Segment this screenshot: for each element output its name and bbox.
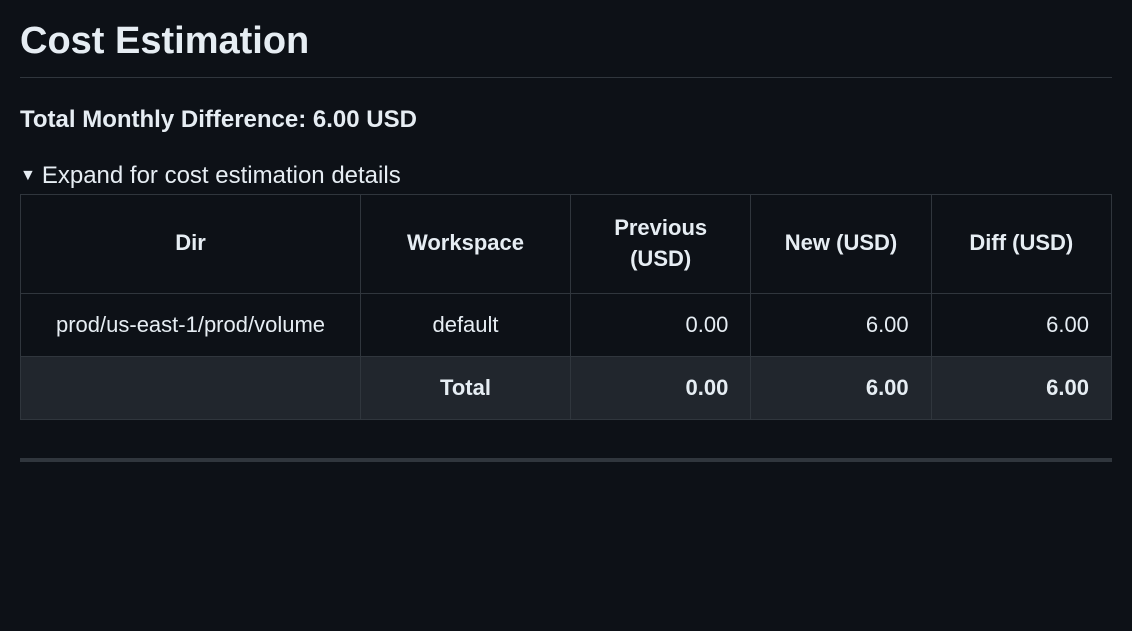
cell-diff: 6.00 [931,293,1111,356]
cell-total-new: 6.00 [751,356,931,419]
col-header-dir: Dir [21,195,361,294]
cell-dir: prod/us-east-1/prod/volume [21,293,361,356]
cell-total-label: Total [361,356,571,419]
table-header-row: Dir Workspace Previous (USD) New (USD) D… [21,195,1112,294]
cell-total-dir [21,356,361,419]
cell-total-prev: 0.00 [571,356,751,419]
summary-value: 6.00 USD [313,106,417,133]
col-header-workspace: Workspace [361,195,571,294]
cell-total-diff: 6.00 [931,356,1111,419]
details-toggle[interactable]: ▼ Expand for cost estimation details [20,162,1112,190]
total-monthly-difference: Total Monthly Difference: 6.00 USD [20,106,1112,134]
cell-previous: 0.00 [571,293,751,356]
table-total-row: Total 0.00 6.00 6.00 [21,356,1112,419]
col-header-previous: Previous (USD) [571,195,751,294]
details-toggle-label: Expand for cost estimation details [42,162,401,190]
cost-estimation-table: Dir Workspace Previous (USD) New (USD) D… [20,194,1112,420]
horizontal-rule [20,458,1112,462]
col-header-diff: Diff (USD) [931,195,1111,294]
page-title: Cost Estimation [20,20,1112,78]
table-row: prod/us-east-1/prod/volume default 0.00 … [21,293,1112,356]
col-header-new: New (USD) [751,195,931,294]
cell-new: 6.00 [751,293,931,356]
caret-down-icon: ▼ [20,168,36,184]
cell-workspace: default [361,293,571,356]
summary-label: Total Monthly Difference: [20,106,306,133]
